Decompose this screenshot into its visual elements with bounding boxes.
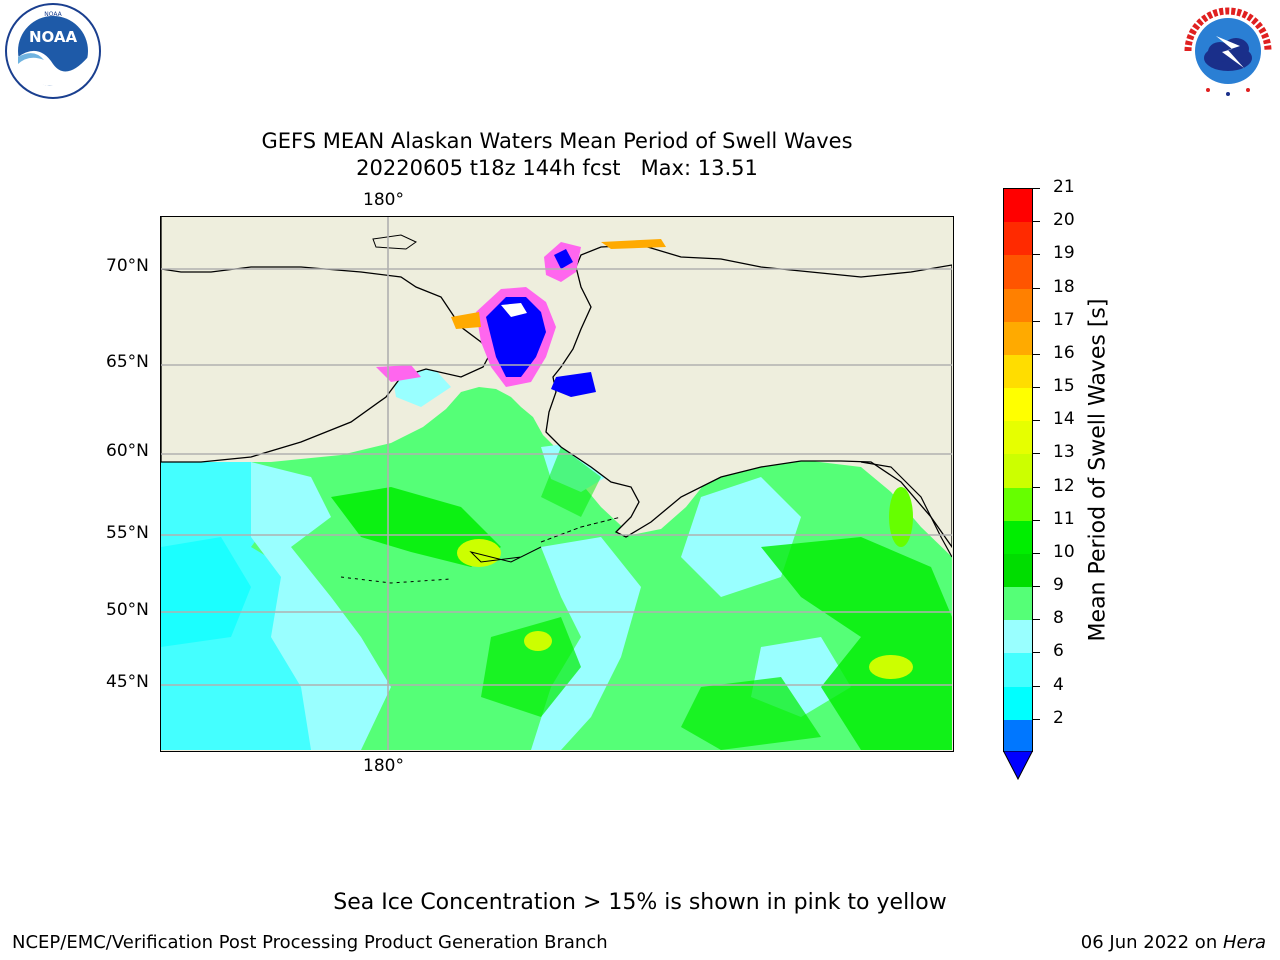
colorbar-tick <box>1033 453 1040 455</box>
colorbar-tick-label: 19 <box>1053 243 1075 264</box>
colorbar-tick-label: 4 <box>1053 674 1064 695</box>
colorbar-tick-label: 6 <box>1053 641 1064 662</box>
colorbar-tick-label: 17 <box>1053 309 1075 330</box>
colorbar-tick <box>1033 486 1040 488</box>
colorbar-tick-label: 9 <box>1053 575 1064 596</box>
sea-ice-note: Sea Ice Concentration > 15% is shown in … <box>333 890 947 915</box>
colorbar-tick-label: 2 <box>1053 707 1064 728</box>
credit-machine: Hera <box>1222 932 1266 953</box>
colorbar-tick-label: 18 <box>1053 276 1075 297</box>
nws-logo <box>1178 2 1278 100</box>
lat-label-45: 45°N <box>106 672 149 692</box>
colorbar-segment <box>1004 189 1032 223</box>
colorbar-segment <box>1004 587 1032 621</box>
colorbar-tick-label: 20 <box>1053 210 1075 231</box>
colorbar-segment <box>1004 222 1032 256</box>
colorbar-segment <box>1004 686 1032 721</box>
colorbar-tick-label: 8 <box>1053 608 1064 629</box>
colorbar-tick <box>1033 287 1040 289</box>
colorbar-segment <box>1004 421 1032 455</box>
colorbar-segment <box>1004 288 1032 323</box>
colorbar-tick <box>1033 221 1040 223</box>
colorbar-segment <box>1004 719 1032 754</box>
colorbar-tick-label: 10 <box>1053 541 1075 562</box>
colorbar-tick-label: 12 <box>1053 475 1075 496</box>
credit-left: NCEP/EMC/Verification Post Processing Pr… <box>12 932 608 953</box>
svg-text:NOAA: NOAA <box>29 28 78 46</box>
svg-text:NOAA: NOAA <box>44 11 62 18</box>
colorbar-segment <box>1004 520 1032 555</box>
colorbar-segment <box>1004 620 1032 654</box>
colorbar-tick-label: 21 <box>1053 177 1075 197</box>
colorbar-tick <box>1033 552 1040 554</box>
colorbar-tick <box>1033 685 1040 687</box>
colorbar-label: Mean Period of Swell Waves [s] <box>1085 298 1111 642</box>
lat-label-55: 55°N <box>106 523 149 543</box>
colorbar-tick-label: 13 <box>1053 442 1075 463</box>
swell-period-map <box>161 217 953 750</box>
colorbar-segment <box>1004 487 1032 522</box>
lat-label-65: 65°N <box>106 352 149 372</box>
colorbar-tick <box>1033 320 1040 322</box>
colorbar-segment <box>1004 388 1032 422</box>
colorbar-tick-label: 14 <box>1053 409 1075 430</box>
credit-date: 06 Jun 2022 on <box>1080 932 1223 953</box>
colorbar-segment <box>1004 454 1032 489</box>
chart-title-line2: 20220605 t18z 144h fcst Max: 13.51 <box>356 156 758 180</box>
colorbar-segment <box>1004 553 1032 588</box>
credit-right: 06 Jun 2022 on Hera <box>1081 932 1266 953</box>
noaa-logo: NOAA NOAA <box>4 2 102 100</box>
colorbar-tick <box>1033 353 1040 355</box>
colorbar-tick <box>1033 387 1040 389</box>
lat-label-70: 70°N <box>106 256 149 276</box>
colorbar-tick <box>1033 254 1040 256</box>
colorbar-tick-label: 16 <box>1053 342 1075 363</box>
lat-label-60: 60°N <box>106 441 149 461</box>
colorbar-tick <box>1033 718 1040 720</box>
colorbar-tick <box>1033 420 1040 422</box>
colorbar-tick-label: 15 <box>1053 376 1075 397</box>
map-panel <box>160 216 954 752</box>
colorbar-tick-label: 11 <box>1053 508 1075 529</box>
colorbar-segment <box>1004 653 1032 688</box>
lat-label-50: 50°N <box>106 600 149 620</box>
lon-label-bottom: 180° <box>363 756 404 776</box>
colorbar-segment <box>1004 255 1032 290</box>
colorbar-tick <box>1033 619 1040 621</box>
colorbar-tick <box>1033 519 1040 521</box>
alaska-land <box>545 244 953 550</box>
colorbar-segment <box>1004 354 1032 389</box>
colorbar-tick <box>1033 586 1040 588</box>
colorbar-segment <box>1004 321 1032 356</box>
colorbar-tick <box>1033 188 1040 189</box>
colorbar-under-arrow <box>1003 751 1033 781</box>
colorbar-tick <box>1033 652 1040 654</box>
chart-title-line1: GEFS MEAN Alaskan Waters Mean Period of … <box>261 129 853 153</box>
lon-label-top: 180° <box>363 190 404 210</box>
colorbar <box>1003 188 1033 754</box>
